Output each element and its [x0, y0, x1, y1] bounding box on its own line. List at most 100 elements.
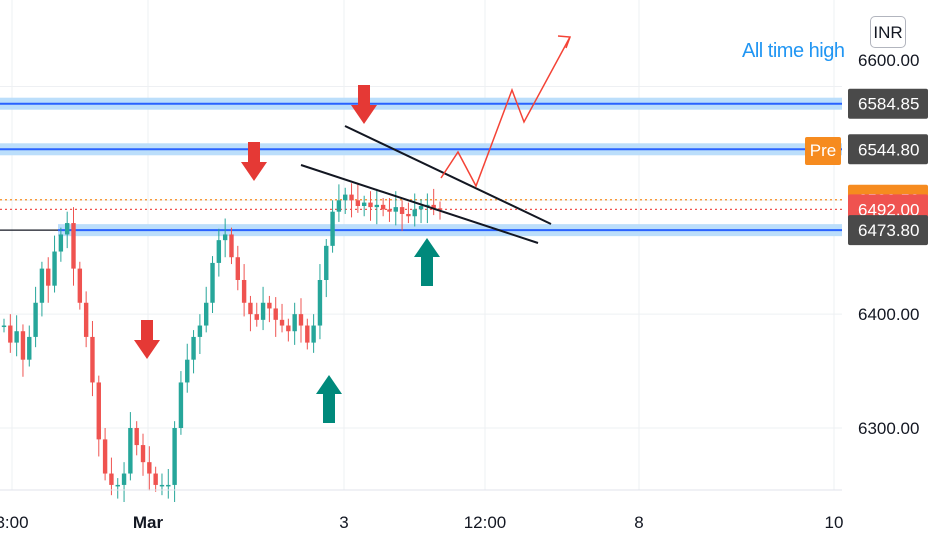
- grid: [0, 0, 842, 490]
- candle-body: [128, 428, 133, 474]
- candle: [412, 193, 417, 227]
- price-axis-bg: [845, 0, 932, 550]
- y-tick-partial: 6600.00: [858, 51, 919, 70]
- candle-body: [58, 234, 64, 252]
- candle-body: [197, 325, 203, 337]
- candle: [77, 261, 83, 310]
- candle-body: [317, 279, 323, 326]
- candle-body: [71, 223, 76, 269]
- candle-body: [355, 200, 361, 206]
- candle-body: [406, 213, 411, 217]
- currency-button[interactable]: INR: [870, 16, 906, 48]
- x-tick-label: 3: [339, 513, 348, 532]
- candle: [102, 428, 108, 481]
- candle-body: [298, 314, 304, 326]
- price-tag-bg: [848, 134, 928, 165]
- x-tick-label: 8: [634, 513, 643, 532]
- candle: [355, 184, 361, 213]
- candle-body: [140, 445, 146, 463]
- candle: [305, 318, 310, 350]
- candle-body: [33, 302, 38, 337]
- candle: [197, 314, 203, 354]
- x-tick-label: 10: [825, 513, 844, 532]
- candle-body: [191, 336, 196, 360]
- buy-arrow-icon: [316, 375, 342, 423]
- candle-body: [102, 439, 108, 474]
- candle: [216, 228, 222, 277]
- candle: [399, 200, 405, 232]
- candle-body: [27, 336, 32, 360]
- candle: [178, 371, 184, 435]
- x-tick-label: 3:00: [0, 513, 29, 532]
- candle: [159, 473, 165, 496]
- candle-body: [77, 268, 83, 303]
- candle-body: [437, 208, 443, 210]
- candle: [14, 315, 19, 357]
- candle: [222, 218, 228, 258]
- pre-market-tag: Pre: [805, 137, 841, 165]
- candle-body: [83, 302, 89, 337]
- candle-body: [292, 314, 297, 332]
- candle: [248, 295, 253, 332]
- candle: [64, 211, 70, 249]
- candle: [46, 257, 51, 303]
- candle-body: [273, 308, 278, 320]
- candle: [109, 457, 114, 496]
- candle: [267, 295, 272, 323]
- candle-body: [324, 245, 329, 280]
- candle-body: [147, 462, 152, 474]
- candle-body: [96, 382, 101, 440]
- price-tag-bg: [848, 88, 928, 119]
- y-tick-label: 6400.00: [858, 305, 919, 324]
- candle-body: [349, 194, 354, 201]
- wedge-upper-line: [344, 125, 552, 225]
- candle-body: [305, 325, 310, 343]
- candle: [140, 433, 146, 476]
- candle-body: [109, 473, 114, 485]
- candle: [260, 286, 266, 331]
- candle: [134, 421, 139, 456]
- candle-body: [368, 202, 373, 208]
- candle-body: [399, 207, 405, 214]
- candle-body: [311, 325, 316, 343]
- candle-body: [412, 209, 417, 217]
- candle: [121, 462, 127, 503]
- candle: [425, 193, 430, 224]
- candle-body: [343, 194, 348, 201]
- candle: [191, 330, 196, 374]
- candle-body: [431, 204, 436, 209]
- candle-body: [248, 302, 253, 315]
- candle: [374, 188, 380, 225]
- candle: [27, 325, 32, 367]
- candle: [418, 199, 424, 224]
- y-tick-label: 6584.85: [848, 88, 928, 119]
- candle-body: [216, 240, 222, 263]
- candle: [286, 318, 291, 342]
- candle: [406, 202, 411, 224]
- candle-body: [336, 200, 342, 212]
- price-tag-text: 6492.00: [858, 200, 919, 219]
- level-0: [0, 97, 842, 110]
- candle: [58, 227, 64, 262]
- candle-body: [178, 382, 184, 428]
- candles: [1, 183, 443, 503]
- candle-body: [115, 484, 120, 487]
- x-tick-label: Mar: [133, 513, 164, 532]
- candle-body: [153, 473, 158, 485]
- candle-body: [241, 279, 247, 303]
- candle-body: [39, 268, 45, 303]
- candle: [83, 291, 89, 348]
- candle-body: [64, 223, 70, 235]
- candle: [254, 302, 259, 327]
- candle: [39, 261, 45, 317]
- level-2: [58, 224, 842, 237]
- candle: [241, 264, 247, 317]
- candle: [204, 286, 209, 333]
- sell-arrow-icon: [134, 320, 160, 359]
- candle-body: [374, 204, 380, 208]
- candle: [336, 184, 342, 222]
- candle: [8, 314, 13, 353]
- price-tag-text: 6473.80: [858, 221, 919, 240]
